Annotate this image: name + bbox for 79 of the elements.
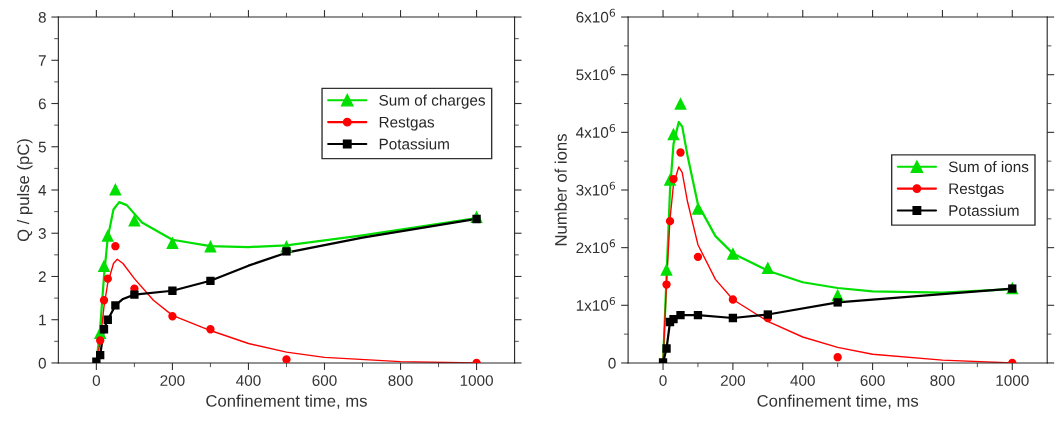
point (128, 214, 141, 227)
point (111, 301, 120, 310)
y-tick-label: 2x10$^{6}$ (576, 239, 616, 254)
point (669, 314, 678, 324)
point (168, 312, 177, 321)
x-axis-title: Confinement time, ms (206, 394, 367, 409)
point (660, 263, 673, 276)
y-tick-label: 3 (38, 228, 46, 239)
point (761, 261, 775, 275)
y-tick-label: 6x10$^{6}$ (576, 8, 616, 23)
x-tick-label: 600 (860, 375, 885, 386)
x-tick-label: 1000 (460, 375, 493, 386)
x-tick-label: 400 (790, 375, 815, 386)
legend-label: Sum of charges (379, 94, 486, 109)
y-tick-label: 4x10$^{6}$ (576, 123, 616, 138)
point (728, 313, 738, 323)
y-tick-label: 6 (38, 98, 46, 110)
point (204, 239, 217, 253)
point (96, 336, 105, 345)
point (282, 247, 291, 256)
x-tick-label: 0 (659, 375, 667, 386)
point (472, 214, 481, 224)
point (99, 296, 109, 305)
y-tick-label: 5 (38, 141, 46, 153)
point (282, 355, 291, 363)
x-tick-label: 800 (388, 375, 413, 386)
point (111, 242, 120, 251)
point (669, 174, 678, 184)
point (206, 276, 215, 285)
legend-label: Restgas (379, 116, 435, 131)
y-tick-label: 8 (38, 11, 46, 23)
legend-label: Potassium (949, 204, 1019, 216)
y-tick-label: 1 (39, 314, 46, 326)
y-axis-title: Q / pulse (pC) (16, 139, 33, 242)
point (109, 182, 122, 196)
point (726, 247, 740, 260)
point (662, 280, 671, 289)
x-tick-label: 0 (92, 375, 101, 386)
y-tick-label: 0 (608, 357, 616, 369)
point (99, 325, 109, 334)
y-tick-label: 3x10$^{6}$ (576, 181, 616, 196)
x-tick-label: 600 (312, 375, 337, 386)
x-axis-title: Confinement time, ms (757, 394, 919, 409)
y-tick-label: 2 (38, 271, 46, 283)
point (833, 298, 842, 307)
point (101, 229, 115, 242)
point (676, 310, 685, 320)
x-tick-label: 400 (236, 375, 261, 386)
y-tick-label: 4 (38, 185, 47, 196)
point (97, 259, 111, 272)
y-tick-label: 0 (38, 357, 46, 369)
point (674, 97, 687, 110)
x-tick-label: 200 (720, 375, 746, 386)
y-axis-title: Number of ions (554, 134, 567, 246)
point (728, 295, 738, 304)
y-tick-label: 5x10$^{6}$ (576, 66, 616, 81)
point (693, 310, 703, 320)
y-tick-label: 7 (38, 55, 46, 66)
point (96, 351, 105, 360)
legend-label: Restgas (949, 183, 1004, 198)
point (833, 353, 842, 362)
point (168, 286, 177, 295)
point (667, 127, 680, 141)
point (665, 216, 675, 226)
legend-label: Potassium (379, 138, 449, 150)
y-tick-label: 1x10$^{6}$ (576, 296, 616, 311)
point (130, 290, 139, 299)
point (206, 325, 215, 334)
legend-label: Sum of ions (948, 160, 1029, 173)
point (166, 236, 179, 249)
point (693, 252, 703, 262)
x-tick-label: 200 (160, 375, 185, 386)
point (662, 344, 671, 353)
point (103, 274, 112, 283)
point (103, 315, 112, 324)
x-tick-label: 800 (930, 375, 955, 386)
point (763, 310, 772, 319)
x-tick-label: 1000 (996, 375, 1029, 386)
point (691, 202, 705, 215)
